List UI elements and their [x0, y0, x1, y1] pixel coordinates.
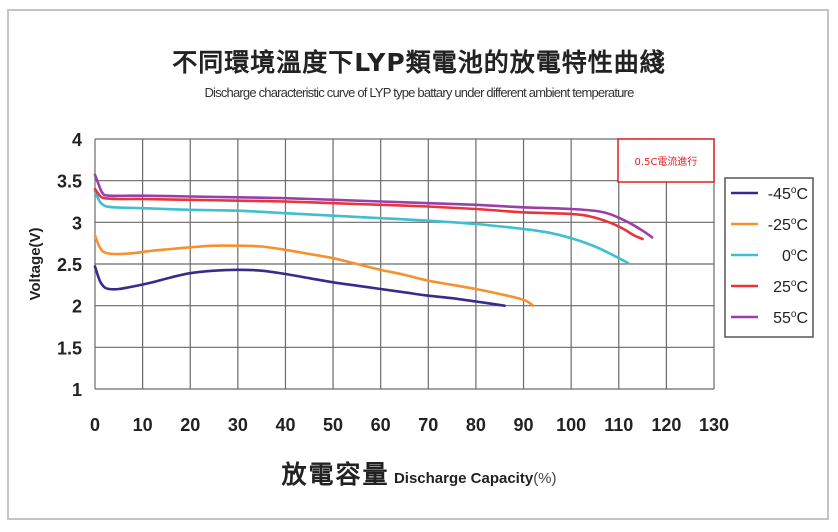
legend-box: [724, 177, 814, 338]
x-tick-label: 70: [418, 415, 438, 435]
y-tick-label: 3: [72, 213, 82, 233]
x-axis-label-en: Discharge Capacity: [393, 470, 534, 487]
series-lines: [93, 173, 654, 307]
series-line-55: [93, 173, 654, 239]
y-tick-label: 1.5: [57, 338, 82, 358]
y-tick-label: 3.5: [57, 172, 82, 192]
y-tick-label: 4: [72, 130, 82, 150]
legend-label: 55oC: [773, 309, 808, 327]
x-tick-label: 0: [90, 415, 100, 435]
legend-label: 0oC: [782, 247, 808, 265]
series-line-minus25: [93, 234, 535, 307]
series-line-0: [93, 190, 630, 265]
legend-label: -25oC: [768, 216, 808, 234]
y-tick-label: 2.5: [57, 255, 82, 275]
grid: [94, 138, 715, 390]
legend: -45oC -25oC 0oC 25oC 55oC: [724, 177, 814, 338]
x-axis-label-unit: (%): [533, 470, 557, 487]
legend-label: -45oC: [768, 185, 808, 203]
y-axis-label: Voltage(V): [27, 227, 44, 300]
x-axis-label-cn: 放電容量: [281, 460, 390, 489]
x-tick-label: 50: [323, 415, 343, 435]
y-tick-label: 1: [72, 380, 82, 400]
x-tick-label: 10: [133, 415, 153, 435]
chart-frame: [7, 9, 829, 520]
x-tick-label: 30: [228, 415, 248, 435]
x-tick-label: 20: [180, 415, 200, 435]
x-tick-label: 120: [651, 415, 681, 435]
x-tick-label: 40: [275, 415, 295, 435]
y-tick-label: 2: [72, 297, 82, 317]
annotation-box: 0.5C電流進行: [617, 138, 715, 183]
x-tick-label: 60: [371, 415, 391, 435]
x-axis-label: 放電容量 Discharge Capacity(%): [0, 455, 838, 491]
legend-label: 25oC: [773, 278, 808, 296]
x-tick-label: 80: [466, 415, 486, 435]
chart-subtitle: Discharge characteristic curve of LYP ty…: [204, 85, 634, 100]
chart-title: 不同環境溫度下LYP類電池的放電特性曲綫: [172, 48, 666, 77]
series-line-25: [93, 187, 644, 241]
x-tick-label: 110: [604, 415, 633, 435]
annotation-text: 0.5C電流進行: [635, 155, 698, 168]
x-tick-label: 90: [514, 415, 534, 435]
tick-labels: 0 10 20 30 40 50 60 70 80 90 100 110 120 130 1 1.5 2 2.5 3…: [57, 130, 729, 435]
x-tick-label: 130: [699, 415, 729, 435]
x-tick-label: 100: [556, 415, 586, 435]
series-line-minus45: [93, 265, 506, 307]
